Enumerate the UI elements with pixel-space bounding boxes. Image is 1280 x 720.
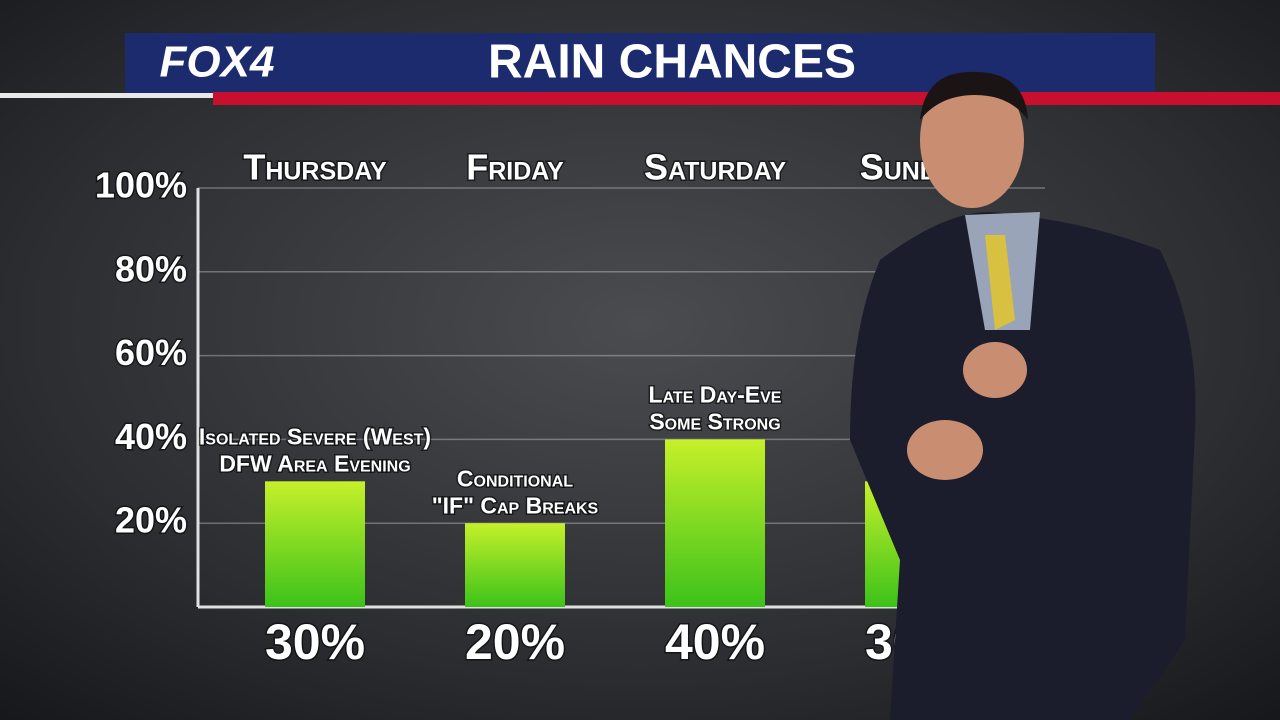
bar [665, 439, 765, 607]
chart-title: RAIN CHANCES [488, 36, 856, 89]
y-tick-label: 20% [115, 500, 187, 541]
bar-annotation: Late Day-Eve [649, 381, 782, 407]
value-label: 20% [465, 614, 565, 670]
y-tick-label: 80% [115, 248, 187, 289]
y-tick-label: 100% [95, 165, 187, 206]
bar-annotation: Conditional [457, 465, 573, 491]
x-tick-label: Thursday [243, 147, 387, 188]
x-tick-label: Saturday [644, 147, 786, 188]
logo: FOX4 [160, 38, 275, 87]
x-tick-label: Friday [466, 147, 564, 188]
y-tick-label: 60% [115, 332, 187, 373]
presenter [850, 71, 1196, 720]
bar [265, 481, 365, 607]
header-white-stripe [0, 93, 213, 98]
bar [465, 523, 565, 607]
value-label: 40% [665, 614, 765, 670]
value-label: 30% [265, 614, 365, 670]
y-tick-label: 40% [115, 416, 187, 457]
bar-annotation: Some Strong [649, 408, 780, 434]
bar-annotation: "IF" Cap Breaks [432, 492, 599, 518]
bar-annotation: Isolated Severe (West) [199, 423, 431, 449]
header-red-stripe [213, 92, 1280, 105]
bar-annotation: DFW Area Evening [219, 450, 410, 476]
